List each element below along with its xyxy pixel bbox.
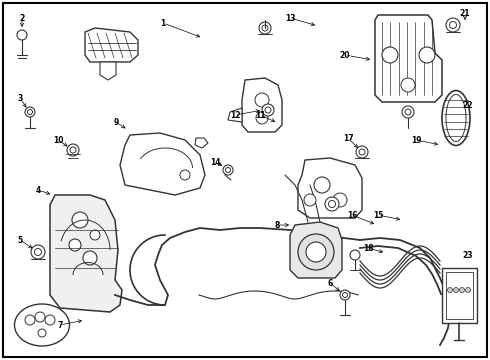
Circle shape [325, 197, 339, 211]
Circle shape [454, 288, 459, 292]
Polygon shape [375, 15, 442, 102]
Polygon shape [195, 138, 208, 148]
Circle shape [256, 112, 268, 124]
Text: 2: 2 [20, 14, 25, 23]
Circle shape [382, 47, 398, 63]
Text: 5: 5 [18, 235, 23, 244]
Circle shape [419, 47, 435, 63]
Circle shape [34, 248, 42, 256]
Circle shape [259, 22, 271, 34]
Circle shape [402, 106, 414, 118]
Circle shape [67, 144, 79, 156]
Circle shape [298, 234, 334, 270]
Polygon shape [120, 133, 205, 195]
Text: 18: 18 [363, 243, 373, 252]
Circle shape [314, 177, 330, 193]
Circle shape [405, 109, 411, 115]
Circle shape [343, 292, 347, 297]
Text: 17: 17 [343, 134, 353, 143]
Text: 19: 19 [411, 135, 421, 144]
Circle shape [350, 250, 360, 260]
Text: 15: 15 [373, 211, 383, 220]
Ellipse shape [15, 304, 70, 346]
Text: 16: 16 [347, 211, 357, 220]
Text: 4: 4 [35, 185, 41, 194]
Circle shape [223, 165, 233, 175]
Circle shape [340, 290, 350, 300]
Circle shape [90, 230, 100, 240]
Circle shape [45, 315, 55, 325]
Circle shape [446, 18, 460, 32]
Circle shape [306, 242, 326, 262]
Circle shape [35, 312, 45, 322]
Polygon shape [290, 222, 342, 278]
Circle shape [447, 288, 452, 292]
Circle shape [328, 201, 336, 207]
Circle shape [449, 22, 457, 28]
Text: 9: 9 [113, 117, 119, 126]
Text: 21: 21 [460, 9, 470, 18]
Text: 12: 12 [230, 111, 240, 120]
Circle shape [72, 212, 88, 228]
Text: 22: 22 [463, 100, 473, 109]
Circle shape [70, 147, 76, 153]
Bar [442, 268, 477, 323]
Text: 8: 8 [274, 220, 280, 230]
Circle shape [31, 245, 45, 259]
Polygon shape [298, 158, 362, 218]
Circle shape [460, 288, 465, 292]
Circle shape [265, 107, 271, 113]
Text: 20: 20 [340, 50, 350, 59]
Circle shape [356, 146, 368, 158]
Circle shape [25, 107, 35, 117]
Circle shape [359, 149, 365, 155]
Text: 6: 6 [327, 279, 333, 288]
Circle shape [69, 239, 81, 251]
Circle shape [27, 109, 32, 114]
Bar [446, 272, 473, 319]
Text: 13: 13 [285, 14, 295, 23]
Circle shape [83, 251, 97, 265]
Text: 14: 14 [210, 158, 220, 166]
Circle shape [255, 93, 269, 107]
Ellipse shape [446, 94, 466, 141]
Circle shape [180, 170, 190, 180]
Text: 10: 10 [53, 135, 63, 144]
Polygon shape [242, 78, 282, 132]
Text: 3: 3 [17, 94, 23, 103]
Polygon shape [50, 195, 122, 312]
Circle shape [333, 193, 347, 207]
Circle shape [262, 104, 274, 116]
Circle shape [262, 25, 268, 31]
Text: 23: 23 [463, 251, 473, 260]
Circle shape [225, 167, 230, 172]
Ellipse shape [442, 90, 470, 145]
Text: 1: 1 [160, 18, 166, 27]
Circle shape [466, 288, 470, 292]
Circle shape [25, 315, 35, 325]
Circle shape [401, 78, 415, 92]
Polygon shape [85, 28, 138, 62]
Polygon shape [100, 62, 116, 80]
Circle shape [304, 194, 316, 206]
Text: 11: 11 [255, 111, 265, 120]
Circle shape [17, 30, 27, 40]
Text: 7: 7 [57, 320, 63, 329]
Circle shape [38, 329, 46, 337]
Polygon shape [228, 108, 242, 122]
